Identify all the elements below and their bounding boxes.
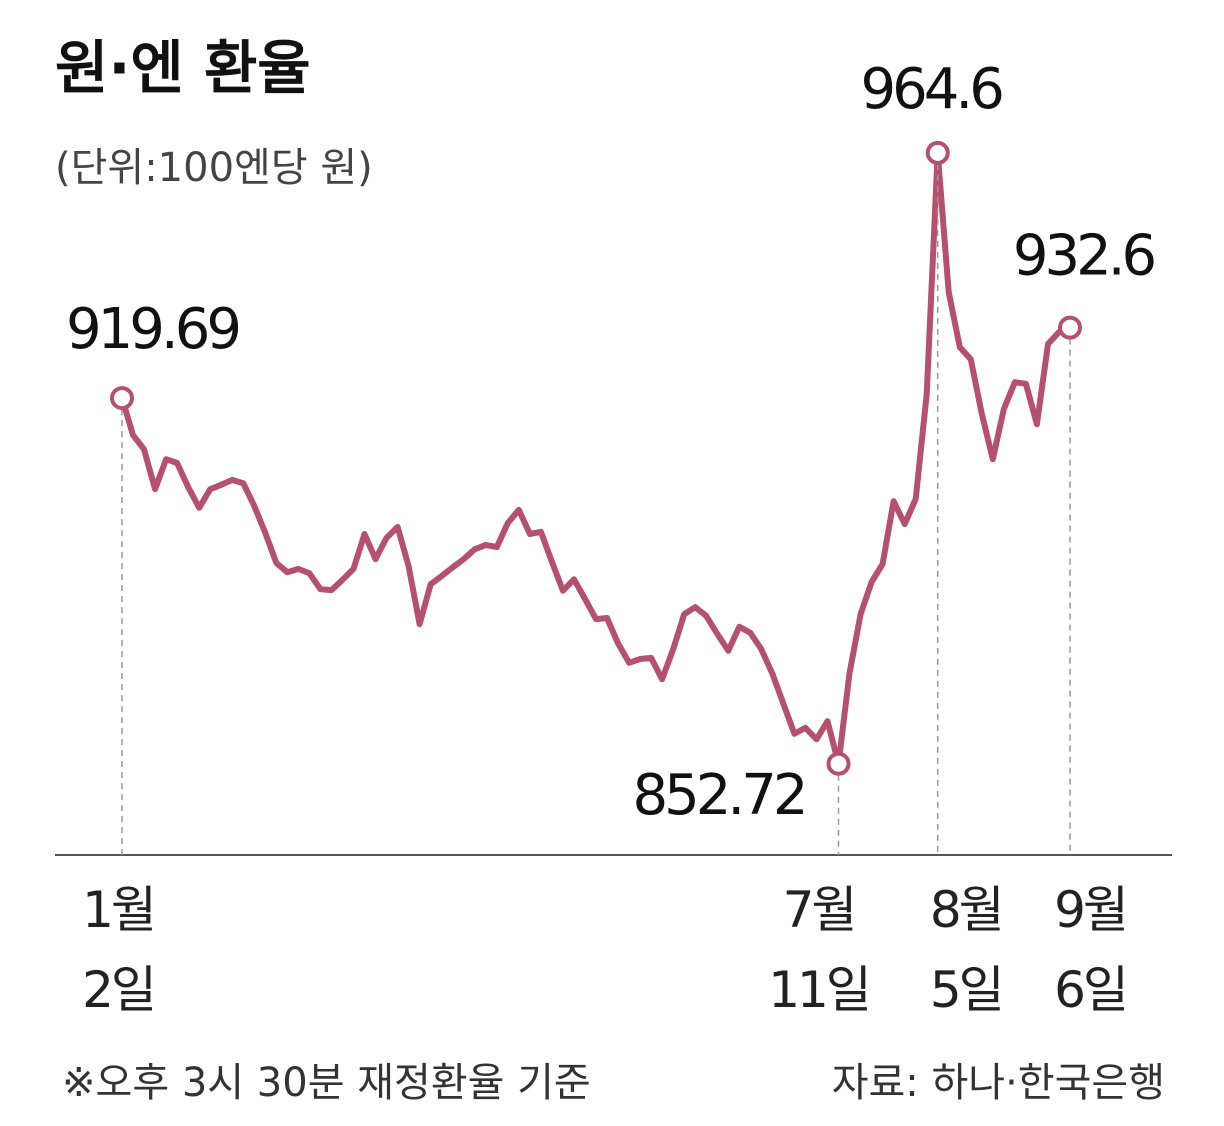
source: 자료: 하나·한국은행 <box>832 1060 1165 1106</box>
note: ※오후 3시 30분 재정환율 기준 <box>62 1060 591 1106</box>
chart-subtitle: (단위:100엔당 원) <box>55 145 373 191</box>
value-label: 964.6 <box>861 57 1003 122</box>
line <box>119 149 1072 767</box>
point <box>826 751 851 776</box>
point <box>1058 315 1082 340</box>
point <box>925 140 950 165</box>
value-label: 852.72 <box>633 763 805 828</box>
x-tick-label: 7월 11일 <box>768 881 872 1019</box>
point <box>110 386 134 411</box>
x-tick-label: 8월 5일 <box>929 881 1005 1019</box>
chart-title: 원·엔 환율 <box>55 34 311 102</box>
x-tick-label: 1월 2일 <box>82 881 157 1019</box>
value-label: 932.6 <box>1013 224 1155 289</box>
x-tick-label: 9월 6일 <box>1054 881 1129 1019</box>
value-label: 919.69 <box>66 297 238 362</box>
